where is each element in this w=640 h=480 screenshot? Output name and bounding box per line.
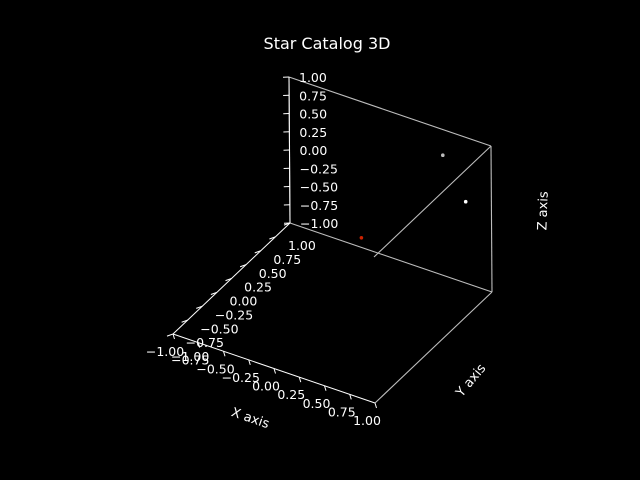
y-tick-3-mark — [210, 291, 218, 295]
y-tick-5-mark — [239, 264, 247, 268]
x-tick-4-label: 0.00 — [252, 379, 280, 394]
y-tick-4-label: 0.00 — [230, 294, 258, 309]
x-tick-5-mark — [298, 376, 302, 383]
x-tick-5-label: 0.25 — [277, 387, 305, 402]
x-tick-2-mark — [223, 351, 226, 357]
pane-edge-left-top — [373, 145, 492, 258]
y-axis-label: Y axis — [453, 361, 490, 401]
y-tick-0-mark — [166, 333, 174, 337]
y-tick-4-mark — [225, 278, 232, 282]
x-tick-1-label: −0.75 — [171, 353, 209, 368]
z-tick-0-label: −1.00 — [300, 216, 338, 231]
y-tick-8-label: 1.00 — [288, 238, 316, 253]
z-tick-2-label: −0.50 — [300, 180, 338, 195]
x-tick-0-mark — [172, 333, 175, 340]
x-tick-3-label: −0.25 — [222, 370, 260, 385]
z-axis-label: Z axis — [535, 191, 551, 231]
pane-edge-back-top — [288, 76, 492, 147]
z-tick-4-label: 0.00 — [300, 143, 328, 158]
y-tick-2-label: −0.50 — [200, 321, 238, 336]
z-tick-5-label: 0.25 — [299, 125, 327, 140]
x-tick-8-label: 1.00 — [353, 413, 381, 428]
x-tick-8-mark — [374, 402, 377, 409]
x-tick-7-mark — [349, 394, 352, 400]
y-tick-7-label: 0.75 — [273, 252, 301, 267]
y-tick-6-mark — [254, 250, 261, 254]
x-tick-4-mark — [273, 368, 276, 374]
y-tick-6-label: 0.50 — [259, 266, 287, 281]
data-point-1 — [463, 199, 468, 204]
x-tick-7-label: 0.75 — [328, 404, 356, 419]
y-tick-2-mark — [196, 305, 203, 309]
data-point-2 — [359, 236, 364, 240]
y-tick-1-mark — [181, 319, 188, 323]
y-tick-3-label: −0.25 — [215, 307, 253, 322]
data-points — [359, 153, 468, 240]
y-axis: −1.00−0.75−0.50−0.250.000.250.500.751.00 — [166, 222, 316, 364]
x-axis-label: X axis — [229, 405, 271, 432]
pane-edge-back-vertical — [490, 145, 493, 293]
y-tick-7-mark — [269, 236, 276, 240]
x-tick-2-label: −0.50 — [196, 361, 234, 376]
x-axis: −1.00−0.75−0.50−0.250.000.250.500.751.00 — [146, 333, 381, 428]
x-tick-1-mark — [197, 342, 201, 348]
data-point-0 — [441, 153, 445, 157]
chart-title: Star Catalog 3D — [264, 34, 391, 53]
z-tick-6-label: 0.50 — [299, 107, 327, 122]
pane-edge-floor-back — [289, 222, 493, 293]
pane-edge-floor-left — [374, 291, 493, 404]
z-tick-1-label: −0.75 — [300, 198, 338, 213]
x-tick-6-mark — [324, 385, 327, 391]
y-tick-0-label: −1.00 — [171, 349, 209, 364]
z-tick-3-label: −0.25 — [300, 161, 338, 176]
z-tick-8-label: 1.00 — [299, 70, 327, 85]
z-axis: −1.00 −0.75 −0.50 −0.25 0.00 0.25 0.50 0.75 1.00 — [282, 70, 338, 231]
x-tick-0-label: −1.00 — [146, 344, 184, 359]
y-tick-5-label: 0.25 — [244, 280, 272, 295]
x-tick-6-label: 0.50 — [303, 396, 331, 411]
x-tick-3-mark — [248, 359, 251, 366]
y-tick-1-label: −0.75 — [186, 335, 224, 350]
z-tick-7-label: 0.75 — [299, 88, 327, 103]
